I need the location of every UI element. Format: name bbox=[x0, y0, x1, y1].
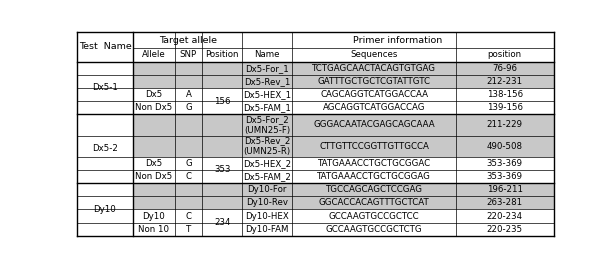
Text: TGCCAGCAGCTCCGAG: TGCCAGCAGCTCCGAG bbox=[325, 185, 423, 194]
Text: GGGACAATACGAGCAGCAAA: GGGACAATACGAGCAGCAAA bbox=[313, 120, 435, 129]
Text: G: G bbox=[185, 159, 192, 168]
Text: Sequences: Sequences bbox=[351, 50, 398, 59]
Text: Allele: Allele bbox=[142, 50, 165, 59]
Text: G: G bbox=[185, 103, 192, 112]
Text: Dx5-2: Dx5-2 bbox=[92, 144, 118, 153]
Text: GGCACCACAGTTTGCTCAT: GGCACCACAGTTTGCTCAT bbox=[319, 198, 429, 207]
Text: Dy10: Dy10 bbox=[143, 211, 165, 220]
Text: GCCAAGTGCCGCTCC: GCCAAGTGCCGCTCC bbox=[329, 211, 419, 220]
Text: Position: Position bbox=[205, 50, 239, 59]
Text: C: C bbox=[185, 172, 191, 181]
Text: Dy10-Rev: Dy10-Rev bbox=[246, 198, 288, 207]
Text: 156: 156 bbox=[214, 96, 231, 105]
Text: 353-369: 353-369 bbox=[486, 172, 523, 181]
Text: 490-508: 490-508 bbox=[486, 142, 523, 151]
Text: GATTTGCTGCTCGTATTGTC: GATTTGCTGCTCGTATTGTC bbox=[317, 77, 430, 86]
Text: Target allele: Target allele bbox=[159, 36, 216, 45]
Text: Dx5: Dx5 bbox=[145, 90, 162, 99]
Text: TATGAAACCTGCTGCGGAC: TATGAAACCTGCTGCGGAC bbox=[317, 159, 430, 168]
Text: 138-156: 138-156 bbox=[486, 90, 523, 99]
Text: SNP: SNP bbox=[180, 50, 197, 59]
Text: CTTGTTCCGGTTGTTGCCA: CTTGTTCCGGTTGTTGCCA bbox=[319, 142, 429, 151]
Bar bbox=[133, 135, 554, 157]
Text: 211-229: 211-229 bbox=[486, 120, 523, 129]
Text: Dx5-For_2
(UMN25-F): Dx5-For_2 (UMN25-F) bbox=[244, 115, 290, 135]
Text: Dx5-1: Dx5-1 bbox=[92, 83, 118, 92]
Bar bbox=[133, 61, 554, 75]
Bar bbox=[133, 75, 554, 88]
Text: Non Dx5: Non Dx5 bbox=[135, 172, 172, 181]
Text: Dx5-For_1: Dx5-For_1 bbox=[245, 64, 289, 73]
Text: Name: Name bbox=[255, 50, 280, 59]
Text: TCTGAGCAACTACAGTGTGAG: TCTGAGCAACTACAGTGTGAG bbox=[312, 64, 436, 73]
Text: Test  Name: Test Name bbox=[79, 42, 132, 51]
Text: Dx5-Rev_2
(UMN25-R): Dx5-Rev_2 (UMN25-R) bbox=[244, 136, 291, 156]
Text: Dx5: Dx5 bbox=[145, 159, 162, 168]
Text: A: A bbox=[186, 90, 191, 99]
Text: Dx5-HEX_2: Dx5-HEX_2 bbox=[243, 159, 292, 168]
Text: Dx5-FAM_2: Dx5-FAM_2 bbox=[244, 172, 292, 181]
Text: Dx5-Rev_1: Dx5-Rev_1 bbox=[244, 77, 290, 86]
Text: GCCAAGTGCCGCTCTG: GCCAAGTGCCGCTCTG bbox=[326, 225, 423, 234]
Text: 76-96: 76-96 bbox=[492, 64, 517, 73]
Text: CAGCAGGTCATGGACCAA: CAGCAGGTCATGGACCAA bbox=[320, 90, 428, 99]
Text: 234: 234 bbox=[214, 218, 231, 227]
Text: Dy10-FAM: Dy10-FAM bbox=[245, 225, 289, 234]
Text: Primer information: Primer information bbox=[353, 36, 443, 45]
Text: 353-369: 353-369 bbox=[486, 159, 523, 168]
Text: 196-211: 196-211 bbox=[486, 185, 523, 194]
Text: 353: 353 bbox=[214, 165, 231, 174]
Bar bbox=[133, 183, 554, 196]
Text: 263-281: 263-281 bbox=[486, 198, 523, 207]
Bar bbox=[133, 114, 554, 135]
Text: Dx5-FAM_1: Dx5-FAM_1 bbox=[244, 103, 292, 112]
Text: Non 10: Non 10 bbox=[138, 225, 169, 234]
Text: Dy10-HEX: Dy10-HEX bbox=[245, 211, 289, 220]
Text: AGCAGGTCATGGACCAG: AGCAGGTCATGGACCAG bbox=[323, 103, 426, 112]
Text: Dy10-For: Dy10-For bbox=[248, 185, 287, 194]
Text: 220-235: 220-235 bbox=[486, 225, 523, 234]
Text: Dy10: Dy10 bbox=[93, 205, 116, 214]
Text: position: position bbox=[488, 50, 522, 59]
Text: Dx5-HEX_1: Dx5-HEX_1 bbox=[243, 90, 292, 99]
Bar bbox=[133, 196, 554, 210]
Text: C: C bbox=[185, 211, 191, 220]
Text: 212-231: 212-231 bbox=[486, 77, 523, 86]
Text: T: T bbox=[186, 225, 191, 234]
Text: TATGAAACCTGCTGCGGAG: TATGAAACCTGCTGCGGAG bbox=[317, 172, 431, 181]
Text: 220-234: 220-234 bbox=[486, 211, 523, 220]
Text: 139-156: 139-156 bbox=[486, 103, 523, 112]
Text: Non Dx5: Non Dx5 bbox=[135, 103, 172, 112]
